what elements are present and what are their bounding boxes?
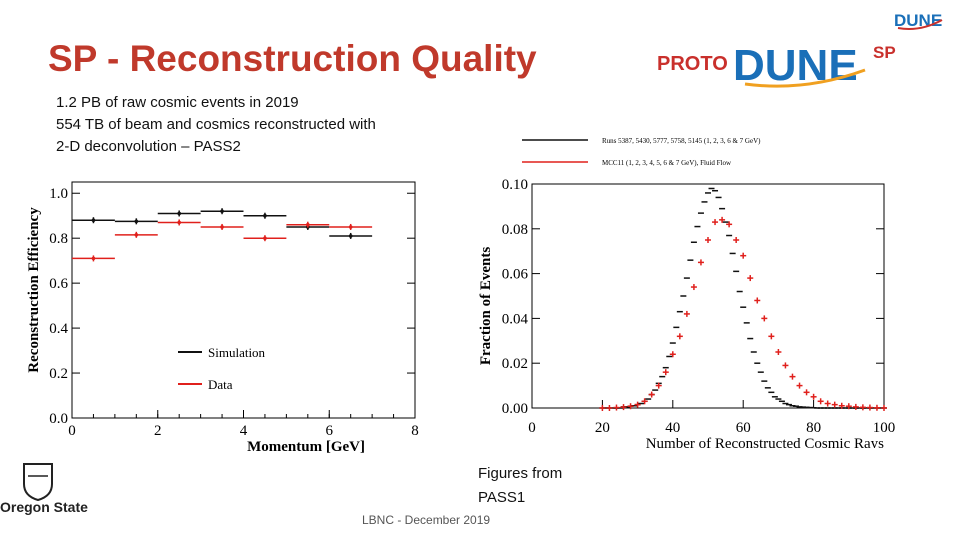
y-tick-label: 0.6 — [49, 276, 68, 292]
y-tick-label: 0.0 — [49, 411, 68, 427]
x-tick-label: 2 — [154, 423, 162, 439]
cosmic-rays-chart: 0.00 0.02 0.04 0.06 0.08 0.10 0 20 40 60 80 100Numb… — [478, 137, 896, 448]
bullet-line: 1.2 PB of raw cosmic events in 2019 — [56, 94, 299, 111]
x-axis-label: Number of Reconstructed Cosmic Rays — [646, 436, 884, 448]
x-tick-label: 0 — [68, 423, 76, 439]
dune-corner-logo: DUNE — [894, 11, 943, 30]
data-point — [348, 234, 353, 238]
data-point — [348, 225, 353, 229]
data-point — [263, 213, 267, 218]
logo-word-proto: PROTO — [657, 53, 728, 75]
y-axis-label: Reconstruction Efficiency — [26, 207, 42, 373]
legend-label: Simulation — [208, 345, 266, 360]
y-tick-label: 0.4 — [49, 321, 68, 337]
protodune-sp-logo: PROTO DUNE SP — [657, 41, 896, 90]
data-point — [220, 225, 224, 229]
plot-frame — [531, 183, 885, 409]
logo-word-dune: DUNE — [733, 41, 858, 90]
y-tick-label: 0.00 — [502, 401, 528, 417]
bullet-list: 1.2 PB of raw cosmic events in 2019 554 … — [56, 92, 376, 158]
data-point — [177, 211, 181, 216]
x-tick-label: 60 — [736, 420, 751, 436]
x-tick-label: 8 — [411, 423, 419, 439]
slide-title: SP - Reconstruction Quality — [48, 38, 537, 79]
y-tick-label: 0.06 — [502, 267, 529, 283]
data-point — [263, 236, 267, 240]
corner-logo-text: DUNE — [894, 11, 942, 30]
y-tick-label: 0.10 — [502, 177, 528, 193]
y-tick-label: 0.2 — [49, 366, 68, 382]
data-point — [220, 209, 224, 214]
y-tick-label: 0.08 — [502, 222, 528, 238]
x-tick-label: 6 — [326, 423, 334, 439]
logo-word-sp: SP — [873, 43, 896, 62]
legend-label: Runs 5387, 5430, 5777, 5758, 5145 (1, 2,… — [602, 137, 761, 145]
x-tick-label: 0 — [528, 420, 536, 436]
x-tick-label: 4 — [240, 423, 248, 439]
y-tick-label: 0.04 — [502, 311, 529, 327]
corner-logo-swoosh — [897, 19, 943, 30]
y-axis-label: Fraction of Events — [478, 247, 494, 365]
osu-shield-icon — [23, 463, 53, 502]
data-point — [91, 218, 96, 223]
bullet-line: 2-D deconvolution – PASS2 — [56, 138, 241, 155]
x-tick-label: 80 — [806, 420, 821, 436]
legend-label: Data — [208, 377, 233, 392]
data-point — [134, 233, 139, 237]
efficiency-chart: 0.0 0.2 0.4 0.6 0.8 1.0 0 2 4 6 8 Momentum [GeV] Rec… — [26, 181, 419, 455]
y-tick-label: 0.8 — [49, 231, 68, 247]
data-point — [134, 219, 139, 224]
figures-caption: Figures from PASS1 — [478, 462, 562, 510]
caption-line: Figures from — [478, 465, 563, 482]
plot-frame — [71, 181, 416, 419]
x-tick-label: 20 — [595, 420, 610, 436]
footer-text: LBNC - December 2019 — [362, 513, 491, 527]
osu-wordmark: Oregon State — [0, 499, 88, 515]
x-tick-label: 100 — [873, 420, 896, 436]
bullet-line: 554 TB of beam and cosmics reconstructed… — [56, 116, 376, 133]
x-tick-label: 40 — [665, 420, 680, 436]
legend-label: MCC11 (1, 2, 3, 4, 5, 6 & 7 GeV), Fluid … — [602, 159, 732, 167]
oregon-state-logo: Oregon State — [0, 463, 88, 515]
data-point — [306, 222, 310, 227]
logo-swoosh — [744, 68, 866, 88]
data-point — [177, 220, 181, 225]
y-tick-label: 0.02 — [502, 356, 528, 372]
caption-line: PASS1 — [478, 489, 526, 506]
x-axis-label: Momentum [GeV] — [247, 439, 365, 455]
data-point — [91, 256, 96, 261]
y-tick-label: 1.0 — [49, 186, 68, 202]
